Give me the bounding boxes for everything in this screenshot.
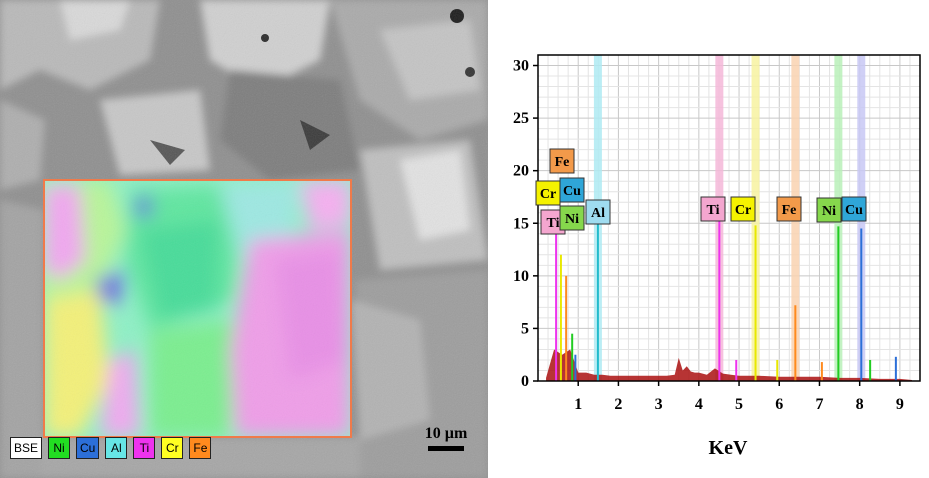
- svg-text:Ni: Ni: [822, 204, 836, 219]
- svg-text:Cr: Cr: [540, 187, 556, 202]
- svg-text:Ti: Ti: [547, 216, 560, 231]
- svg-text:Cr: Cr: [735, 203, 751, 218]
- y-tick-label: 25: [513, 110, 529, 127]
- chart-axes: [533, 54, 921, 386]
- legend-ni: Ni: [48, 437, 71, 459]
- y-tick-label: 0: [521, 373, 529, 390]
- peak-label-al: Al: [585, 199, 611, 225]
- peak-label-cu: Cu: [559, 177, 585, 203]
- peak-label-fe: Fe: [776, 196, 802, 222]
- x-tick-label: 8: [856, 396, 864, 413]
- peak-label-cr: Cr: [535, 180, 561, 206]
- x-tick-label: 9: [896, 396, 904, 413]
- x-tick-label: 5: [735, 396, 743, 413]
- legend-fe: Fe: [189, 437, 212, 459]
- scale-bar-label: 10 µm: [424, 425, 468, 442]
- svg-text:Cu: Cu: [845, 203, 863, 218]
- band-cr: [751, 55, 760, 381]
- legend-cu: Cu: [76, 437, 100, 459]
- legend-cr: Cr: [161, 437, 184, 459]
- peak-labels: Fe Cr Cu Ti Ni Al Ti Cr Fe Ni Cu: [535, 148, 867, 235]
- peaks-group: [555, 218, 897, 381]
- svg-text:Ni: Ni: [565, 212, 579, 227]
- y-tick-label: 20: [513, 163, 529, 180]
- legend-al: Al: [105, 437, 128, 459]
- sem-image-panel: BSE Ni Cu Al Ti Cr Fe 10 µm: [0, 0, 488, 478]
- legend-bse: BSE: [10, 437, 43, 459]
- element-map: [44, 180, 351, 437]
- x-tick-label: 6: [775, 396, 783, 413]
- y-tick-label: 30: [513, 58, 529, 75]
- x-axis-label: KeV: [709, 437, 748, 459]
- x-tick-label: 2: [614, 396, 622, 413]
- x-tick-label: 3: [655, 396, 663, 413]
- sem-micrograph: [0, 0, 488, 478]
- peak-label-cr: Cr: [730, 196, 756, 222]
- svg-text:Cu: Cu: [563, 184, 581, 199]
- scale-bar: 10 µm: [420, 425, 472, 451]
- peak-label-ni: Ni: [816, 197, 842, 223]
- legend-ti: Ti: [133, 437, 156, 459]
- background-spectrum: [546, 349, 912, 381]
- peak-label-fe: Fe: [549, 148, 575, 174]
- peak-label-cu: Cu: [841, 196, 867, 222]
- svg-text:Fe: Fe: [782, 203, 797, 218]
- peak-label-ni: Ni: [559, 205, 585, 231]
- svg-text:Al: Al: [591, 206, 605, 221]
- peak-label-ti: Ti: [700, 196, 726, 222]
- x-tick-label: 1: [574, 396, 582, 413]
- x-tick-label: 7: [815, 396, 823, 413]
- y-tick-label: 10: [513, 268, 529, 285]
- tick-labels: 1 2 3 4 5 6 7 8 9 0 5 10 15 20 25 30: [513, 58, 904, 413]
- scale-bar-line: [428, 446, 464, 451]
- plot-frame: [537, 54, 921, 382]
- svg-text:Ti: Ti: [707, 203, 720, 218]
- x-tick-label: 4: [695, 396, 703, 413]
- svg-text:Fe: Fe: [555, 155, 570, 170]
- element-legend: BSE Ni Cu Al Ti Cr Fe: [10, 437, 212, 459]
- y-tick-label: 5: [521, 320, 529, 337]
- background-spectrum-group: [546, 349, 912, 381]
- y-tick-label: 15: [513, 215, 529, 232]
